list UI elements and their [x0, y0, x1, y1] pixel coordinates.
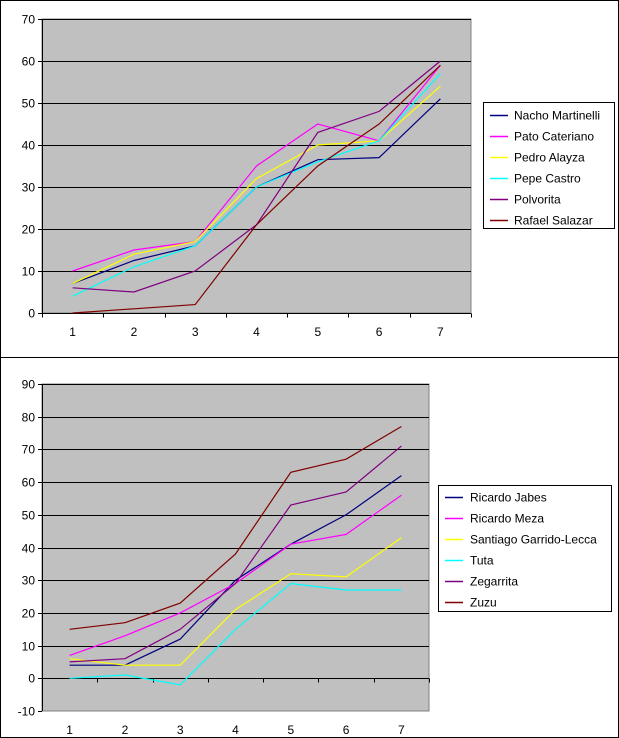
- legend-label: Nacho Martinelli: [514, 109, 600, 123]
- x-tick-label: 3: [177, 723, 184, 737]
- series-line-4: [69, 582, 402, 686]
- legend-label: Pato Cateriano: [514, 130, 594, 144]
- legend-label: Pedro Alayza: [514, 151, 585, 165]
- plot-area: [41, 383, 430, 712]
- y-tick-label: 20: [22, 607, 36, 621]
- legend-label: Ricardo Jabes: [470, 491, 547, 505]
- y-tick-label: 80: [22, 411, 36, 425]
- chart-2: -10 0 10 20 30 40 50 60 70 80 90 1 2 3 4 5 6 7 Ricardo Jab…: [18, 378, 612, 737]
- y-tick-label: 60: [22, 55, 36, 69]
- chart-1-container: 0 10 20 30 40 50 60 70 1 2 3 4 5 6 7 Nacho Martinelli Pa…: [0, 0, 619, 358]
- series-line-3: [69, 537, 402, 666]
- legend-label: Tuta: [470, 554, 494, 568]
- series-line-4: [72, 73, 441, 297]
- chart-1: 0 10 20 30 40 50 60 70 1 2 3 4 5 6 7 Nacho Martinelli Pa…: [22, 13, 615, 339]
- legend-box: [483, 102, 615, 229]
- legend-label: Santiago Garrido-Lecca: [470, 533, 597, 547]
- y-tick-label: 10: [22, 265, 36, 279]
- x-tick-label: 1: [66, 723, 73, 737]
- chart-2-container: -10 0 10 20 30 40 50 60 70 80 90 1 2 3 4 5 6 7 Ricardo Jab…: [0, 357, 619, 738]
- legend-label: Polvorita: [514, 193, 561, 207]
- y-tick-label: 40: [22, 542, 36, 556]
- x-tick-label: 5: [314, 325, 321, 339]
- series-line-6: [72, 64, 441, 314]
- series-line-6: [69, 425, 402, 630]
- x-tick-label: 7: [437, 325, 444, 339]
- y-tick-label: 10: [22, 640, 36, 654]
- y-tick-label: -10: [18, 705, 36, 719]
- legend-label: Zuzu: [470, 596, 497, 610]
- x-tick-label: 5: [287, 723, 294, 737]
- x-tick-label: 6: [376, 325, 383, 339]
- y-tick-label: 0: [28, 307, 35, 321]
- x-tick-label: 2: [122, 723, 129, 737]
- y-tick-label: 70: [22, 443, 36, 457]
- legend-label: Pepe Castro: [514, 172, 581, 186]
- series-line-5: [69, 445, 402, 663]
- y-tick-label: 30: [22, 181, 36, 195]
- x-tick-label: 4: [253, 325, 260, 339]
- x-tick-label: 3: [192, 325, 199, 339]
- y-tick-label: 50: [22, 97, 36, 111]
- y-tick-label: 20: [22, 223, 36, 237]
- x-tick-label: 7: [398, 723, 405, 737]
- y-tick-label: 50: [22, 509, 36, 523]
- legend-label: Rafael Salazar: [514, 214, 593, 228]
- x-tick-label: 4: [232, 723, 239, 737]
- legend-label: Ricardo Meza: [470, 512, 544, 526]
- y-tick-label: 60: [22, 476, 36, 490]
- x-tick-label: 2: [131, 325, 138, 339]
- x-tick-label: 6: [343, 723, 350, 737]
- y-tick-label: 40: [22, 139, 36, 153]
- y-tick-label: 30: [22, 574, 36, 588]
- legend-box: [438, 485, 612, 612]
- y-tick-label: 0: [28, 672, 35, 686]
- legend-label: Zegarrita: [470, 575, 518, 589]
- y-tick-label: 70: [22, 13, 36, 27]
- x-tick-label: 1: [69, 325, 76, 339]
- y-tick-label: 90: [22, 378, 36, 392]
